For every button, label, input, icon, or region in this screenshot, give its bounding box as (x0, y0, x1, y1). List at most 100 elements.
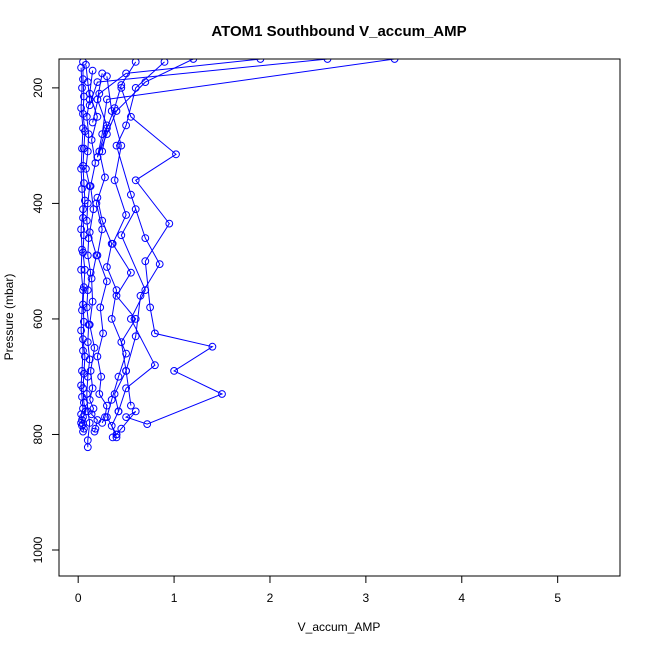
data-point (107, 239, 116, 248)
data-point (126, 112, 135, 121)
data-point (78, 185, 86, 193)
data-point (126, 315, 135, 323)
y-axis-label: Pressure (mbar) (2, 274, 16, 361)
series-line (95, 73, 108, 424)
data-point (83, 286, 92, 295)
x-tick-label: 5 (554, 591, 561, 605)
data-point (78, 367, 86, 375)
data-series (77, 63, 87, 427)
data-point (117, 81, 126, 89)
data-point (88, 66, 97, 75)
y-tick-label: 400 (31, 193, 45, 213)
data-point (86, 268, 95, 277)
data-point (117, 141, 126, 150)
data-point (79, 286, 87, 295)
data-point (88, 384, 97, 393)
y-tick-label: 600 (31, 309, 45, 329)
y-tick-label: 1000 (31, 536, 45, 563)
data-point (90, 427, 99, 436)
data-point (112, 286, 121, 295)
series-line (106, 76, 137, 438)
data-point (170, 367, 179, 375)
data-point (151, 329, 159, 338)
data-point (122, 121, 130, 130)
data-point (85, 101, 94, 110)
data-point (93, 193, 102, 202)
data-point (77, 326, 85, 335)
data-point (85, 395, 94, 404)
data-point (93, 153, 102, 162)
data-point (122, 367, 130, 375)
data-point (256, 59, 265, 63)
data-point (78, 84, 86, 92)
data-point (77, 381, 85, 390)
data-point (90, 343, 99, 352)
data-point (126, 268, 135, 277)
data-point (189, 59, 198, 63)
data-point (103, 95, 111, 104)
data-point (112, 141, 121, 150)
data-series (108, 84, 226, 442)
data-point (86, 367, 95, 375)
data-point (107, 315, 116, 323)
data-point (141, 286, 150, 295)
chart-title: ATOM1 Southbound V_accum_AMP (211, 23, 466, 40)
y-tick-label: 800 (31, 424, 45, 444)
data-point (87, 274, 96, 283)
data-point (103, 413, 111, 422)
data-point (141, 234, 150, 243)
data-point (323, 59, 332, 63)
data-point (107, 395, 116, 404)
data-point (151, 361, 159, 370)
data-point (101, 173, 109, 182)
data-point (85, 419, 94, 427)
data-point (131, 205, 140, 214)
data-point (122, 413, 130, 422)
data-point (122, 349, 130, 358)
x-tick-label: 1 (171, 591, 178, 605)
data-point (98, 216, 107, 225)
series-line (118, 208, 156, 412)
data-point (122, 384, 130, 393)
data-point (117, 338, 126, 347)
data-point (77, 265, 85, 274)
x-tick-label: 0 (75, 591, 82, 605)
data-point (78, 393, 86, 401)
data-point (92, 199, 101, 208)
data-point (77, 104, 85, 112)
data-point (95, 89, 104, 98)
data-point (172, 150, 180, 159)
data-point (79, 205, 87, 214)
data-point (87, 410, 96, 419)
data-point (82, 112, 91, 121)
x-tick-label: 2 (267, 591, 274, 605)
data-point (107, 421, 116, 430)
data-point (165, 219, 174, 228)
y-tick-label: 200 (31, 78, 45, 98)
data-point (84, 234, 93, 243)
data-point (146, 303, 155, 312)
data-series (93, 193, 130, 439)
data-point (95, 390, 104, 398)
series-line (89, 70, 98, 432)
data-point (98, 147, 107, 156)
x-tick-label: 3 (363, 591, 370, 605)
series-line (89, 59, 328, 106)
data-point (97, 372, 106, 381)
series-line (80, 67, 84, 424)
data-point (83, 338, 92, 347)
data-point (83, 251, 92, 260)
data-point (77, 164, 85, 173)
data-series (98, 59, 140, 156)
data-point (78, 306, 86, 315)
data-point (390, 59, 399, 63)
data-point (99, 329, 107, 338)
series-line (115, 61, 165, 406)
data-point (126, 401, 135, 410)
data-point (218, 390, 226, 398)
data-point (103, 72, 111, 81)
data-point (110, 104, 119, 112)
data-point (85, 228, 94, 237)
